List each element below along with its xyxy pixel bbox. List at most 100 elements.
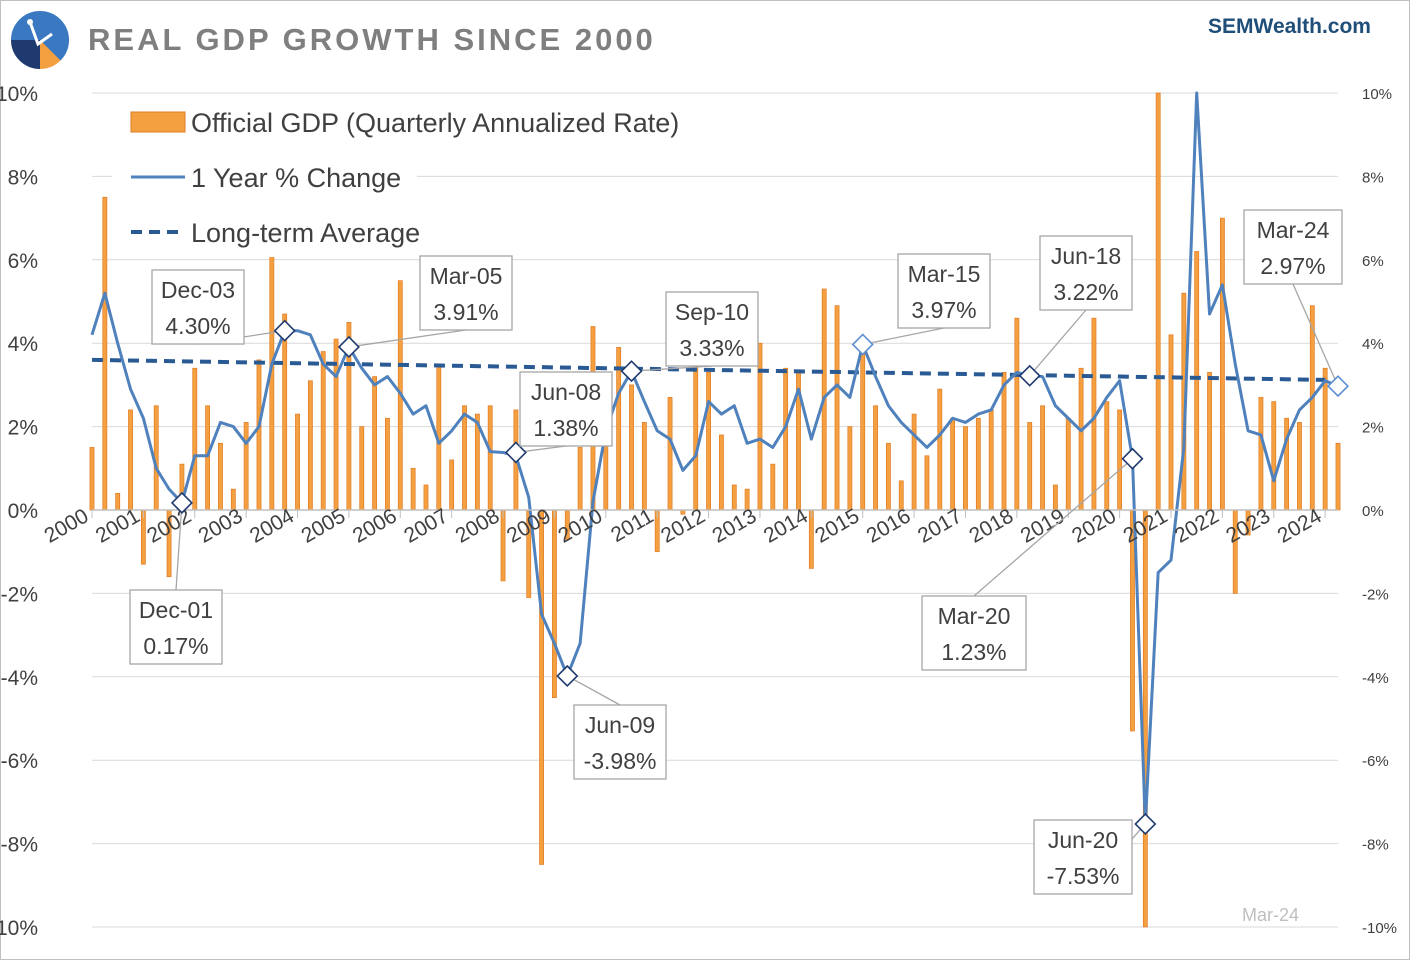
annotation-date: Jun-09 [585,712,655,738]
annotation-marker [851,333,874,356]
annotation-marker [1326,375,1350,398]
y-tick-right: 4% [1362,336,1384,353]
y-tick-right: -6% [1362,753,1389,770]
annotation-leader [973,458,1133,597]
gdp-bar [385,417,390,511]
gdp-bar [1040,405,1045,511]
yoy-line [90,91,1339,826]
chart-title: REAL GDP GROWTH SINCE 2000 [88,22,656,57]
gdp-bar [307,380,313,511]
annotation-date: Mar-15 [908,261,981,287]
x-tick-label: 2005 [297,504,349,547]
y-tick-left: 10% [0,83,38,106]
annotation-date: Jun-20 [1048,827,1118,853]
gdp-bar [1284,417,1290,511]
annotation-leader [862,327,945,346]
y-tick-left: -4% [1,667,38,690]
y-tick-left: 0% [8,500,38,523]
x-tick-label: 2008 [452,504,504,547]
gdp-bar [616,347,622,511]
gdp-bar [937,388,943,511]
gdp-bar [487,405,493,511]
gdp-bar [783,367,789,511]
gdp-bar [192,367,198,511]
legend-bg [112,157,417,257]
annotation-marker [1018,364,1041,387]
gdp-bar [462,405,467,511]
annotation-value: -3.98% [584,748,657,774]
gdp-bar [950,417,956,511]
y-tick-right: 10% [1362,86,1392,103]
gdp-bar [1335,442,1341,511]
gdp-bar [924,455,930,511]
gdp-bar [975,417,981,511]
average-series [91,357,1326,382]
gdp-bar [847,426,853,511]
annotation-date: Dec-03 [161,277,235,303]
gdp-bar [295,413,300,511]
gdp-bar [500,509,506,582]
x-tick-label: 2014 [760,504,812,547]
annotation-value: 3.22% [1053,279,1118,305]
gdp-bar [552,509,557,698]
gdp-bar [89,447,95,511]
annotation-date: Mar-24 [1257,217,1330,243]
yoy-series [90,91,1339,826]
y-tick-right: -4% [1362,670,1389,687]
gdp-bar [757,342,763,511]
legend-swatch-bars [130,111,186,133]
gdp-bar [577,447,583,511]
gdp-bar [873,405,878,511]
x-tick-label: 2003 [195,504,247,547]
x-tick-label: 2000 [41,504,93,547]
x-tick-label: 2024 [1274,504,1326,547]
legend-label: Long-term Average [191,218,420,248]
x-tick-label: 2007 [400,504,452,547]
gdp-bar [1309,305,1315,511]
annotation-value: -7.53% [1047,863,1120,889]
gdp-bar [423,484,429,511]
annotation-box [151,269,245,345]
annotation-marker [556,664,579,687]
y-tick-right: -2% [1362,586,1389,603]
annotation-leader [348,329,467,348]
gdp-bar [1014,317,1020,511]
brand-link[interactable]: SEMWealth.com [1208,15,1371,38]
x-tick-label: 2020 [1068,504,1120,547]
annotation-date: Mar-05 [430,263,503,289]
gdp-bar [205,405,211,511]
annotation-box [1243,209,1343,285]
legend-label: 1 Year % Change [191,163,401,193]
annotation-value: 0.17% [143,633,208,659]
annotation-box [573,704,667,780]
x-tick-label: 2011 [607,504,658,547]
annotation-leaders [175,283,1339,895]
y-tick-right: -10% [1362,920,1397,937]
watermark-date: Mar-24 [1242,905,1300,925]
x-tick-label: 2006 [349,504,401,547]
x-tick-label: 2017 [914,504,966,547]
y-tick-left: 2% [8,417,38,440]
compass-logo-icon [9,9,71,71]
annotation-markers [170,319,1350,836]
gdp-bar [1271,401,1277,511]
annotation-box [419,255,513,331]
gdp-bar [1168,334,1174,511]
gdp-bar [1219,217,1225,511]
gdp-bar [1065,417,1071,511]
average-line [91,357,1326,382]
gdp-bar [1258,397,1264,511]
gdp-bar [102,196,108,511]
annotation-date: Dec-01 [139,597,213,623]
gdp-bar [1194,251,1200,511]
annotation-marker [273,319,296,342]
gdp-bar [115,492,121,511]
annotation-value: 3.91% [433,299,498,325]
annotation-marker [1134,812,1157,836]
x-tick-label: 2019 [1017,504,1069,547]
annotation-marker [1121,447,1144,470]
x-tick-label: 2018 [965,504,1017,547]
gdp-bar [359,426,365,511]
gdp-bar [320,351,326,511]
gdp-bar [860,347,866,511]
